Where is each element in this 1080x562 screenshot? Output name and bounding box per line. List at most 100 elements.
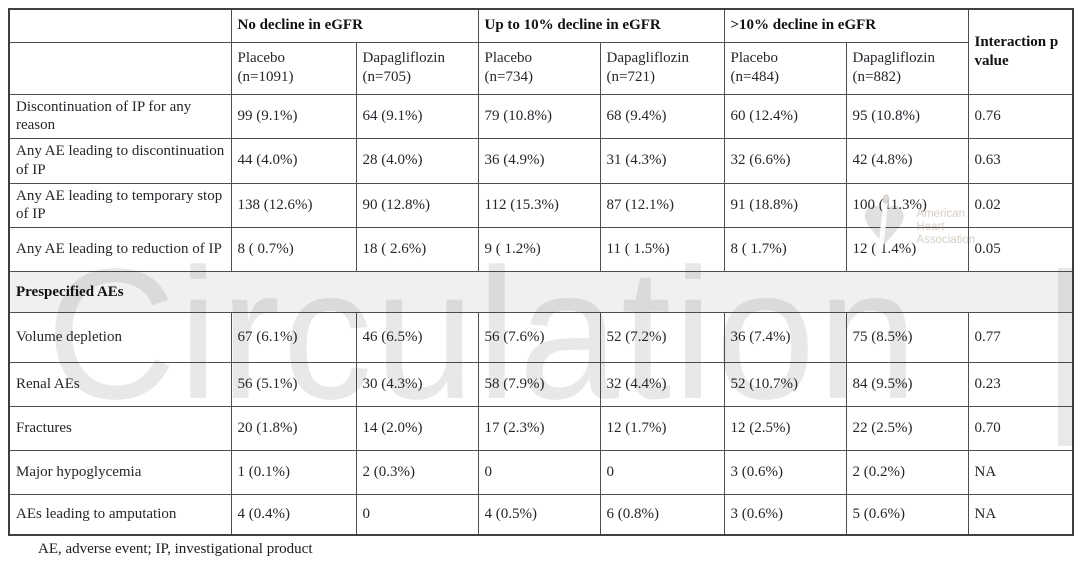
table-footnote: AE, adverse event; IP, investigational p… [38, 541, 313, 557]
table-cell: 17 (2.3%) [477, 406, 601, 451]
table-cell: 44 (4.0%) [230, 138, 357, 184]
row-label: Renal AEs [8, 362, 232, 407]
col-group-gt-10-decline: >10% decline in eGFR [723, 8, 969, 43]
table-cell: NA [967, 494, 1074, 535]
table-cell: 0.77 [967, 312, 1074, 363]
table-cell: 12 (2.5%) [723, 406, 847, 451]
table-cell: 3 (0.6%) [723, 450, 847, 495]
table-cell: NA [967, 450, 1074, 495]
table-cell: 32 (4.4%) [599, 362, 725, 407]
row-label: Any AE leading to reduction of IP [8, 227, 232, 272]
col-group-no-decline: No decline in eGFR [230, 8, 479, 43]
table-cell: 8 ( 0.7%) [230, 227, 357, 272]
table-row: Any AE leading to discontinuation of IP 4… [8, 138, 1074, 184]
row-label: AEs leading to amputation [8, 494, 232, 535]
table-cell: 0.05 [967, 227, 1074, 272]
table-cell: 79 (10.8%) [477, 93, 601, 139]
arm-header-1: Dapagliflozin (n=705) [355, 41, 479, 95]
table-cell: 31 (4.3%) [599, 138, 725, 184]
table-cell: 52 (10.7%) [723, 362, 847, 407]
table-cell: 0.23 [967, 362, 1074, 407]
table-cell: 5 (0.6%) [845, 494, 969, 535]
table-cell: 9 ( 1.2%) [477, 227, 601, 272]
table-row: Major hypoglycemia 1 (0.1%) 2 (0.3%) 0 0 3 (0… [8, 450, 1074, 495]
interaction-p-header: Interaction p value [967, 8, 1074, 95]
table-cell: 1 (0.1%) [230, 450, 357, 495]
table-cell: 28 (4.0%) [355, 138, 479, 184]
corner-empty-cell [8, 8, 232, 43]
table-cell: 0 [355, 494, 479, 535]
table-cell: 52 (7.2%) [599, 312, 725, 363]
table-cell: 3 (0.6%) [723, 494, 847, 535]
table-cell: 4 (0.5%) [477, 494, 601, 535]
table-cell: 60 (12.4%) [723, 93, 847, 139]
table-cell: 46 (6.5%) [355, 312, 479, 363]
table-row: AEs leading to amputation 4 (0.4%) 0 4 (0.5… [8, 494, 1074, 535]
table-row: Renal AEs 56 (5.1%) 30 (4.3%) 58 (7.9%) 32 (… [8, 362, 1074, 407]
arm-header-4: Placebo (n=484) [723, 41, 847, 95]
table-row: Any AE leading to reduction of IP 8 ( 0.7… [8, 227, 1074, 272]
row-label: Any AE leading to discontinuation of IP [8, 138, 232, 184]
table-cell: 0.02 [967, 182, 1074, 228]
row-label: Any AE leading to temporary stop of IP [8, 182, 232, 228]
table-cell: 12 (1.7%) [599, 406, 725, 451]
row-label: Fractures [8, 406, 232, 451]
table-cell: 6 (0.8%) [599, 494, 725, 535]
corner-empty-cell-2 [8, 41, 232, 95]
table-cell: 22 (2.5%) [845, 406, 969, 451]
table-cell: 84 (9.5%) [845, 362, 969, 407]
table-cell: 138 (12.6%) [230, 182, 357, 228]
table-cell: 99 (9.1%) [230, 93, 357, 139]
table-row: Fractures 20 (1.8%) 14 (2.0%) 17 (2.3%) 12 (… [8, 406, 1074, 451]
arm-header-3: Dapagliflozin (n=721) [599, 41, 725, 95]
table-cell: 58 (7.9%) [477, 362, 601, 407]
table-cell: 14 (2.0%) [355, 406, 479, 451]
table-cell: 2 (0.3%) [355, 450, 479, 495]
table-row: Volume depletion 67 (6.1%) 46 (6.5%) 56 (7.… [8, 312, 1074, 363]
table-cell: 56 (5.1%) [230, 362, 357, 407]
table-cell: 36 (4.9%) [477, 138, 601, 184]
table-cell: 68 (9.4%) [599, 93, 725, 139]
table-cell: 2 (0.2%) [845, 450, 969, 495]
table-cell: 95 (10.8%) [845, 93, 969, 139]
table-cell: 0.63 [967, 138, 1074, 184]
table-cell: 0.76 [967, 93, 1074, 139]
row-label: Major hypoglycemia [8, 450, 232, 495]
row-label: Volume depletion [8, 312, 232, 363]
table-cell: 4 (0.4%) [230, 494, 357, 535]
table-cell: 12 ( 1.4%) [845, 227, 969, 272]
table-cell: 42 (4.8%) [845, 138, 969, 184]
table-cell: 0 [599, 450, 725, 495]
table-row: Any AE leading to temporary stop of IP 13… [8, 182, 1074, 228]
table-cell: 64 (9.1%) [355, 93, 479, 139]
table-row: Discontinuation of IP for any reason 99 (… [8, 93, 1074, 139]
table-header-group-row: No decline in eGFR Up to 10% decline in … [8, 8, 1074, 95]
table-cell: 90 (12.8%) [355, 182, 479, 228]
adverse-events-table: No decline in eGFR Up to 10% decline in … [8, 8, 1074, 536]
table-cell: 91 (18.8%) [723, 182, 847, 228]
table-cell: 36 (7.4%) [723, 312, 847, 363]
section-header-label: Prespecified AEs [8, 271, 1074, 313]
table-cell: 67 (6.1%) [230, 312, 357, 363]
arm-header-0: Placebo (n=1091) [230, 41, 357, 95]
table-cell: 0.70 [967, 406, 1074, 451]
table-cell: 100 (11.3%) [845, 182, 969, 228]
section-header-row: Prespecified AEs [8, 271, 1074, 313]
table-cell: 18 ( 2.6%) [355, 227, 479, 272]
table-cell: 30 (4.3%) [355, 362, 479, 407]
table-cell: 8 ( 1.7%) [723, 227, 847, 272]
table-cell: 11 ( 1.5%) [599, 227, 725, 272]
table-cell: 112 (15.3%) [477, 182, 601, 228]
arm-header-5: Dapagliflozin (n=882) [845, 41, 969, 95]
table-cell: 0 [477, 450, 601, 495]
col-group-up-to-10-decline: Up to 10% decline in eGFR [477, 8, 725, 43]
table-cell: 87 (12.1%) [599, 182, 725, 228]
arm-header-2: Placebo (n=734) [477, 41, 601, 95]
table-header-arm-row: Placebo (n=1091) Dapagliflozin (n=705) Place… [8, 41, 1073, 95]
table-cell: 75 (8.5%) [845, 312, 969, 363]
table-cell: 56 (7.6%) [477, 312, 601, 363]
row-label: Discontinuation of IP for any reason [8, 93, 232, 139]
table-cell: 20 (1.8%) [230, 406, 357, 451]
table-cell: 32 (6.6%) [723, 138, 847, 184]
